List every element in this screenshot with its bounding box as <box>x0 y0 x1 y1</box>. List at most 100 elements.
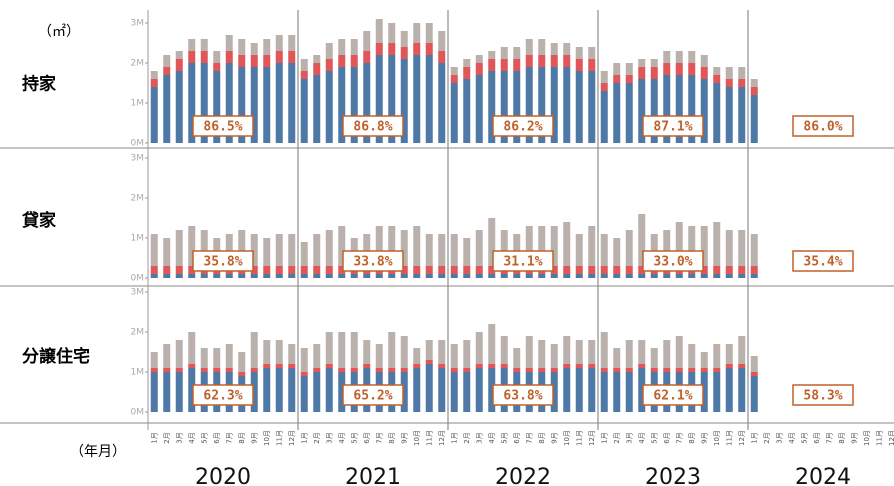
bar-segment <box>625 266 633 274</box>
bar-segment <box>625 368 633 372</box>
bar-segment <box>550 372 558 412</box>
bar-segment <box>713 222 721 266</box>
bar-segment <box>313 75 321 143</box>
share-box <box>642 250 704 272</box>
bar-segment <box>213 274 221 278</box>
bar-segment <box>738 368 746 412</box>
share-box <box>792 250 854 272</box>
bar-segment <box>325 368 333 412</box>
month-label: 5月 <box>200 432 208 443</box>
bar-segment <box>575 266 583 274</box>
bar-segment <box>613 63 621 75</box>
bar-segment <box>288 344 296 364</box>
bar-segment <box>563 55 571 67</box>
bar-segment <box>563 336 571 364</box>
bar-segment <box>238 55 246 67</box>
bar-segment <box>163 67 171 75</box>
bar-segment <box>738 67 746 79</box>
bar-segment <box>563 67 571 143</box>
bar-segment <box>588 368 596 412</box>
month-label: 7月 <box>825 432 833 443</box>
bar-segment <box>575 59 583 71</box>
bar-segment <box>525 368 533 372</box>
bar-segment <box>488 218 496 266</box>
bar-segment <box>513 368 521 372</box>
bar-segment <box>688 368 696 372</box>
bar-segment <box>188 39 196 51</box>
bar-segment <box>275 51 283 63</box>
month-label: 1月 <box>450 432 458 443</box>
bar-segment <box>713 75 721 83</box>
month-label: 1月 <box>600 432 608 443</box>
bar-segment <box>550 344 558 368</box>
bar-segment <box>563 222 571 266</box>
bar-segment <box>700 79 708 143</box>
bar-segment <box>413 43 421 55</box>
bar-segment <box>300 376 308 412</box>
bar-segment <box>413 55 421 143</box>
bar-segment <box>588 71 596 143</box>
bar-segment <box>738 336 746 364</box>
share-label: 87.1% <box>653 120 692 135</box>
bar-segment <box>675 51 683 63</box>
bar-segment <box>188 266 196 274</box>
bar-segment <box>475 266 483 274</box>
bar-segment <box>625 83 633 143</box>
bar-segment <box>500 59 508 71</box>
bar-segment <box>713 344 721 368</box>
month-label: 12月 <box>738 430 746 446</box>
bar-segment <box>688 274 696 278</box>
y-tick-label: 1M <box>131 368 145 378</box>
bar-segment <box>475 274 483 278</box>
month-label: 4月 <box>188 432 196 443</box>
month-label: 5月 <box>800 432 808 443</box>
bar-segment <box>750 372 758 376</box>
bar-segment <box>413 23 421 43</box>
bar-segment <box>275 368 283 412</box>
bar-segment <box>450 372 458 412</box>
bar-segment <box>638 364 646 368</box>
bar-segment <box>425 274 433 278</box>
bar-segment <box>513 71 521 143</box>
bar-segment <box>188 368 196 412</box>
bar-segment <box>600 234 608 266</box>
bar-segment <box>450 274 458 278</box>
month-label: 12月 <box>288 430 296 446</box>
month-label: 5月 <box>350 432 358 443</box>
month-label: 9月 <box>700 432 708 443</box>
bar-segment <box>363 234 371 266</box>
bar-segment <box>150 87 158 143</box>
month-label: 9月 <box>850 432 858 443</box>
bar-segment <box>388 274 396 278</box>
bar-segment <box>363 364 371 368</box>
bar-segment <box>563 368 571 412</box>
bar-segment <box>325 59 333 71</box>
bar-segment <box>638 79 646 143</box>
share-label: 35.4% <box>803 255 842 270</box>
bar-segment <box>375 226 383 266</box>
bar-segment <box>675 75 683 143</box>
month-label: 7月 <box>225 432 233 443</box>
bar-segment <box>163 372 171 412</box>
bar-segment <box>550 368 558 372</box>
bar-segment <box>525 274 533 278</box>
bar-segment <box>663 230 671 266</box>
bar-segment <box>313 63 321 75</box>
year-label: 2023 <box>645 465 701 486</box>
bar-segment <box>713 368 721 372</box>
bar-segment <box>563 274 571 278</box>
bar-segment <box>338 55 346 67</box>
bar-segment <box>213 348 221 368</box>
bar-segment <box>725 364 733 368</box>
bar-segment <box>725 230 733 266</box>
bar-segment <box>625 75 633 83</box>
month-label: 9月 <box>250 432 258 443</box>
bar-segment <box>750 376 758 412</box>
bar-segment <box>275 274 283 278</box>
bar-segment <box>225 368 233 372</box>
share-label: 86.2% <box>503 120 542 135</box>
bar-segment <box>475 55 483 63</box>
bar-segment <box>288 266 296 274</box>
bar-segment <box>225 344 233 368</box>
share-box <box>792 384 854 406</box>
